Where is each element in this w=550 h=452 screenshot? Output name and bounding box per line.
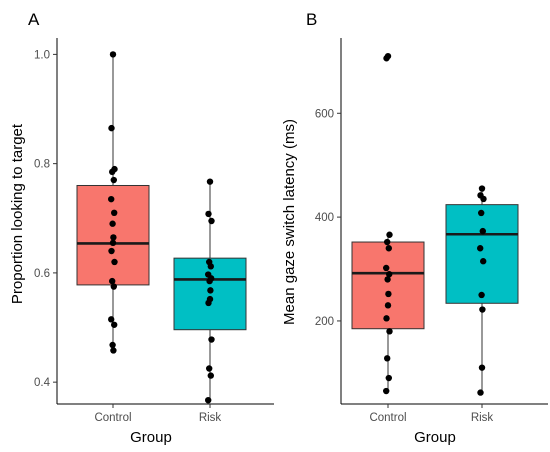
panel-b-point-control	[386, 271, 393, 278]
panel-a-point-control	[111, 258, 118, 266]
panel-a-point-control	[108, 195, 115, 203]
panel-b-point-risk	[478, 185, 486, 192]
panel-a-point-control	[109, 220, 116, 227]
panel-a-point-risk	[207, 372, 214, 379]
panel-b-point-control	[384, 355, 391, 362]
panel-a-point-control	[111, 321, 118, 328]
panel-a-point-control	[111, 209, 118, 217]
panel-a-point-control	[108, 316, 115, 323]
panel-a-y-tick-label: 1.0	[34, 49, 50, 61]
panel-a-point-control	[109, 277, 116, 285]
panel-a-point-risk	[207, 287, 214, 294]
panel-a-y-axis-title: Proportion looking to target	[9, 123, 26, 304]
panel-a-point-risk	[205, 210, 212, 218]
panel-b-point-risk	[480, 195, 487, 203]
panel-a-letter: A	[28, 10, 40, 29]
panel-a-point-control	[108, 124, 115, 132]
panel-a-point-control	[108, 247, 115, 255]
panel-b-point-risk	[478, 209, 485, 217]
panel-b-point-risk	[477, 245, 484, 252]
panel-b-point-risk	[478, 291, 485, 299]
panel-b-x-tick-label-control: Control	[369, 412, 406, 424]
panel-b-point-risk	[479, 306, 486, 313]
panel-b-point-control	[383, 315, 390, 322]
panel-b-letter: B	[306, 10, 317, 29]
panel-a-point-control	[110, 283, 118, 290]
panel-b-x-axis-title: Group	[414, 429, 456, 446]
panel-b-point-risk	[479, 227, 486, 235]
panel-a-point-control	[109, 168, 116, 176]
panel-a-x-tick-label-control: Control	[94, 412, 131, 424]
panel-b-box-control	[351, 241, 425, 330]
panel-b-point-control	[384, 302, 392, 309]
panel-b: B Mean gaze switch latency (ms) Group 20…	[281, 10, 548, 446]
panel-b-y-tick-label: 400	[315, 212, 334, 224]
panel-a-x-axis-title: Group	[130, 429, 172, 446]
panel-a-point-control	[109, 341, 116, 349]
panel-b-box-risk	[445, 204, 519, 304]
panel-a: A Proportion looking to target Group 0.4…	[9, 10, 274, 446]
panel-a-x-tick-label-risk: Risk	[199, 412, 222, 424]
panel-a-y-tick-label: 0.8	[34, 159, 50, 171]
panel-a-point-control	[110, 347, 117, 354]
panel-a-point-risk	[208, 336, 215, 343]
panel-b-point-risk	[478, 364, 486, 371]
panel-a-point-control	[110, 234, 117, 241]
panel-b-point-control	[383, 264, 390, 272]
panel-b-point-control	[384, 238, 391, 246]
panel-a-point-risk	[205, 396, 212, 404]
panel-b-y-axis-title: Mean gaze switch latency (ms)	[281, 119, 298, 325]
panel-a-y-tick-label: 0.4	[34, 377, 51, 389]
panel-b-point-control	[385, 374, 392, 382]
panel-b-point-control	[384, 276, 391, 283]
panel-b-x-tick-label-risk: Risk	[471, 412, 494, 424]
panel-b-y-tick-label: 200	[315, 316, 334, 328]
panel-a-point-risk	[207, 263, 214, 270]
panel-b-point-control	[383, 387, 390, 395]
panel-b-point-control	[383, 55, 390, 62]
panel-a-point-risk	[206, 178, 214, 185]
panel-a-point-control	[109, 51, 117, 58]
panel-a-box-risk	[173, 257, 247, 331]
panel-a-point-risk	[206, 365, 213, 372]
panel-b-point-control	[386, 328, 393, 335]
panel-a-point-control	[109, 239, 117, 247]
panel-b-point-control	[385, 290, 392, 298]
panel-b-y-tick-label: 600	[315, 108, 334, 120]
panel-b-point-risk	[477, 389, 484, 396]
panel-a-point-risk	[205, 299, 212, 307]
panel-a-point-risk	[206, 277, 213, 285]
panel-b-point-control	[386, 231, 393, 238]
panel-a-point-control	[110, 176, 118, 184]
panel-b-point-control	[385, 245, 392, 252]
panel-a-y-tick-label: 0.6	[34, 268, 50, 280]
panel-a-point-risk	[208, 217, 215, 225]
panel-b-point-risk	[480, 258, 487, 265]
